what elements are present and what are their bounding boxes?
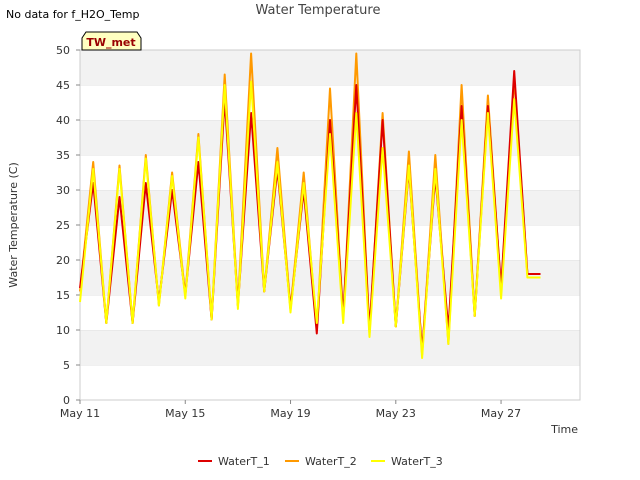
grid-band (80, 155, 580, 190)
x-axis-label: Time (550, 423, 578, 436)
note-text: No data for f_H2O_Temp (6, 8, 140, 21)
y-axis-label: Water Temperature (C) (7, 162, 20, 287)
y-tick-label: 30 (56, 184, 70, 197)
y-tick-label: 40 (56, 114, 70, 127)
y-tick-label: 5 (63, 359, 70, 372)
y-tick-label: 25 (56, 219, 70, 232)
y-tick-label: 15 (56, 289, 70, 302)
x-tick-label: May 15 (165, 407, 205, 420)
y-tick-label: 10 (56, 324, 70, 337)
y-tick-label: 0 (63, 394, 70, 407)
x-tick-label: May 27 (481, 407, 521, 420)
grid-band (80, 365, 580, 400)
series-lines (79, 52, 541, 359)
y-tick-label: 35 (56, 149, 70, 162)
legend-label: WaterT_1 (218, 455, 270, 468)
x-tick-label: May 19 (270, 407, 310, 420)
legend-label: WaterT_3 (391, 455, 443, 468)
y-tick-label: 45 (56, 79, 70, 92)
y-axis: 0 5 10 15 20 25 30 35 40 45 50 (56, 44, 80, 407)
x-tick-label: May 11 (60, 407, 100, 420)
chart-title: Water Temperature (256, 3, 381, 18)
series-line-WaterT_3 (79, 80, 541, 359)
legend: WaterT_1 WaterT_2 WaterT_3 (198, 455, 443, 468)
x-tick-label: May 23 (376, 407, 416, 420)
grid-band (80, 330, 580, 365)
x-axis: May 11 May 15 May 19 May 23 May 27 (60, 400, 521, 420)
legend-label: WaterT_2 (305, 455, 357, 468)
grid-band (80, 295, 580, 330)
y-tick-label: 50 (56, 44, 70, 57)
y-tick-label: 20 (56, 254, 70, 267)
grid-band (80, 50, 580, 85)
site-badge-label: TW_met (86, 36, 135, 49)
site-badge: TW_met (81, 31, 142, 51)
